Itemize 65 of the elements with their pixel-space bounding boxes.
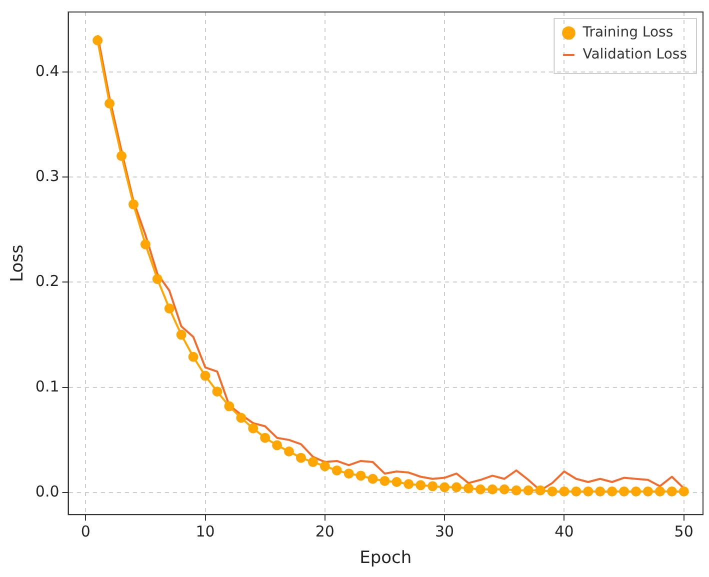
point — [630, 486, 641, 496]
point — [583, 486, 594, 496]
point — [344, 468, 354, 479]
x-tick-label: 50 — [674, 522, 694, 540]
point — [654, 486, 665, 496]
point — [499, 484, 510, 494]
point — [428, 481, 438, 492]
point — [440, 482, 450, 492]
point — [116, 151, 126, 162]
point — [296, 452, 306, 463]
point — [452, 482, 462, 492]
point — [535, 485, 546, 496]
point — [416, 480, 426, 490]
point — [595, 486, 606, 496]
point — [678, 486, 689, 496]
legend-label: Training Loss — [582, 24, 674, 41]
point — [260, 432, 270, 443]
point — [642, 486, 653, 496]
point — [212, 386, 222, 397]
point — [368, 474, 378, 484]
point — [404, 479, 414, 490]
legend-label: Validation Loss — [582, 46, 688, 63]
point — [248, 423, 258, 434]
point — [224, 401, 234, 412]
point — [128, 199, 138, 210]
point — [559, 486, 570, 496]
point — [308, 457, 318, 468]
point — [236, 412, 246, 423]
point — [284, 446, 294, 457]
point — [380, 476, 390, 486]
y-axis-title: Loss — [8, 244, 28, 282]
point — [200, 370, 210, 381]
point — [523, 485, 534, 496]
point — [571, 486, 582, 496]
x-tick-label: 20 — [315, 522, 334, 540]
point — [92, 35, 103, 46]
point — [511, 485, 522, 496]
point — [392, 477, 402, 488]
point — [356, 470, 366, 481]
point — [666, 486, 677, 496]
point — [176, 330, 186, 340]
y-tick-label: 0.0 — [35, 482, 60, 500]
x-tick-label: 10 — [196, 522, 215, 540]
point — [607, 486, 618, 496]
point — [475, 484, 486, 494]
y-tick-label: 0.3 — [35, 166, 60, 185]
point — [104, 98, 115, 108]
point — [619, 486, 630, 496]
point — [463, 483, 474, 494]
x-tick-label: 0 — [80, 522, 90, 540]
y-tick-label: 0.1 — [35, 377, 60, 396]
point — [320, 461, 330, 472]
point — [272, 440, 282, 450]
point — [188, 352, 198, 362]
x-tick-label: 30 — [435, 522, 454, 540]
point — [140, 239, 150, 250]
x-axis-title: Epoch — [360, 548, 412, 568]
point — [152, 274, 162, 284]
point — [164, 304, 174, 314]
point — [487, 484, 498, 494]
point — [547, 486, 558, 496]
point — [332, 465, 342, 476]
y-tick-label: 0.2 — [35, 272, 60, 290]
y-tick-label: 0.4 — [35, 62, 60, 80]
x-tick-label: 40 — [554, 522, 574, 540]
